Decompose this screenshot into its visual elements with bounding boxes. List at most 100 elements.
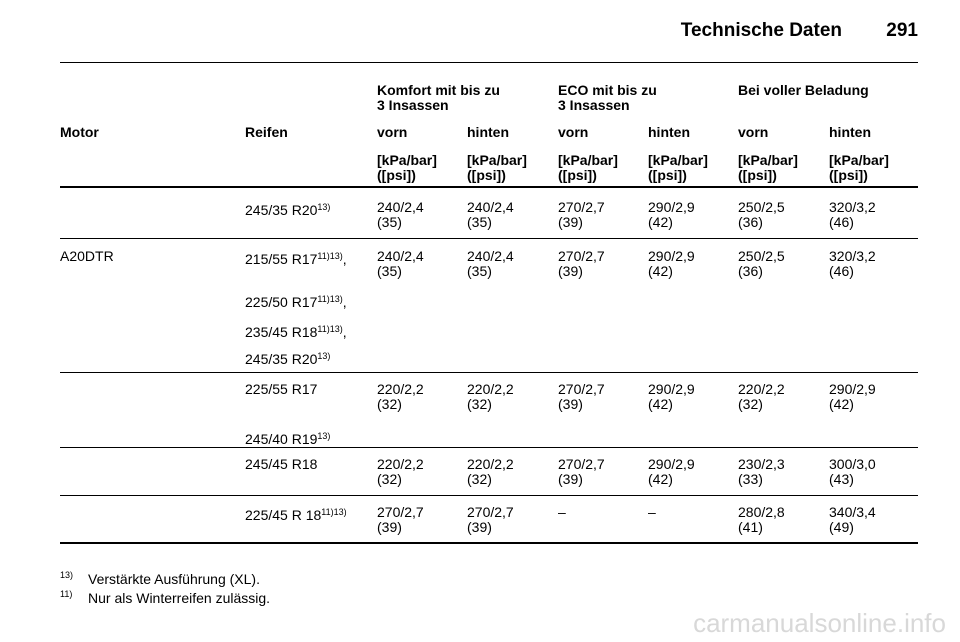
pressure: 340/3,4: [829, 504, 876, 520]
pressure: (39): [467, 519, 492, 535]
tire-size: 245/40 R19: [245, 431, 318, 447]
pressure: (39): [558, 471, 583, 487]
pressure: 320/3,2: [829, 199, 876, 215]
tire: 225/55 R17: [245, 381, 317, 397]
unit-header: [kPa/bar]: [467, 152, 527, 168]
column-header: hinten: [648, 124, 690, 140]
column-header: vorn: [738, 124, 769, 140]
pressure: (32): [738, 396, 763, 412]
tire: 225/50 R1711)13),: [245, 291, 347, 310]
footnote-mark: 11): [60, 589, 73, 599]
pressure: (32): [377, 396, 402, 412]
pressure: 240/2,4: [377, 248, 424, 264]
column-header: hinten: [829, 124, 871, 140]
pressure: (36): [738, 263, 763, 279]
pressure: (35): [377, 263, 402, 279]
unit-header: [kPa/bar]: [829, 152, 889, 168]
pressure: (39): [558, 263, 583, 279]
unit-header: [kPa/bar]: [648, 152, 708, 168]
pressure: (49): [829, 519, 854, 535]
pressure: (42): [648, 471, 673, 487]
tire-size: 235/45 R18: [245, 324, 318, 340]
watermark: carmanualsonline.info: [693, 608, 946, 638]
tire-size: 245/45 R18: [245, 456, 318, 472]
pressure: (42): [829, 396, 854, 412]
tire-size: 225/55 R17: [245, 381, 318, 397]
footnote-ref: 13): [317, 431, 331, 441]
pressure: 220/2,2: [467, 456, 514, 472]
unit-header: ([psi]): [738, 167, 777, 183]
pressure: (46): [829, 263, 854, 279]
unit-header: [kPa/bar]: [558, 152, 618, 168]
footnote-text: Verstärkte Ausführung (XL).: [88, 571, 260, 587]
pressure: (42): [648, 263, 673, 279]
pressure: 290/2,9: [829, 381, 876, 397]
separator: ,: [342, 251, 347, 267]
pressure: 290/2,9: [648, 381, 695, 397]
tire: 215/55 R1711)13),: [245, 248, 347, 267]
tire: 245/35 R2013): [245, 348, 330, 367]
footnote-ref: 11)13): [317, 294, 343, 304]
pressure: 220/2,2: [467, 381, 514, 397]
pressure: 270/2,7: [558, 199, 605, 215]
tire-size: 245/35 R20: [245, 351, 318, 367]
pressure: 270/2,7: [467, 504, 514, 520]
pressure: (42): [648, 214, 673, 230]
tire: 225/45 R 1811)13): [245, 504, 347, 523]
group-header: Komfort mit bis zu: [377, 82, 500, 98]
column-header: Reifen: [245, 124, 288, 140]
rule: [60, 238, 918, 239]
pressure: –: [648, 504, 656, 520]
tire: 245/35 R2013): [245, 199, 330, 218]
pressure: 230/2,3: [738, 456, 785, 472]
pressure: 250/2,5: [738, 199, 785, 215]
pressure: 240/2,4: [467, 248, 514, 264]
pressure: 220/2,2: [377, 456, 424, 472]
pressure: 270/2,7: [377, 504, 424, 520]
pressure: 270/2,7: [558, 381, 605, 397]
pressure: 240/2,4: [377, 199, 424, 215]
pressure: (35): [467, 214, 492, 230]
pressure: 270/2,7: [558, 456, 605, 472]
pressure: (35): [377, 214, 402, 230]
column-header: vorn: [558, 124, 589, 140]
pressure: 290/2,9: [648, 199, 695, 215]
unit-header: ([psi]): [648, 167, 687, 183]
pressure: 220/2,2: [738, 381, 785, 397]
unit-header: [kPa/bar]: [377, 152, 437, 168]
footnote-ref: 11)13): [317, 251, 343, 261]
tire-size: 225/50 R17: [245, 294, 318, 310]
rule: [60, 495, 918, 496]
group-header: ECO mit bis zu: [558, 82, 657, 98]
pressure: 280/2,8: [738, 504, 785, 520]
pressure: 320/3,2: [829, 248, 876, 264]
rule: [60, 186, 918, 188]
unit-header: ([psi]): [467, 167, 506, 183]
pressure: (42): [648, 396, 673, 412]
pressure: (35): [467, 263, 492, 279]
unit-header: ([psi]): [377, 167, 416, 183]
group-header: 3 Insassen: [558, 97, 630, 113]
rule: [60, 62, 918, 63]
pressure: 290/2,9: [648, 248, 695, 264]
pressure: 240/2,4: [467, 199, 514, 215]
pressure: (33): [738, 471, 763, 487]
footnote-text: Nur als Winterreifen zulässig.: [88, 590, 271, 606]
page-title: Technische Daten: [680, 20, 842, 41]
rule: [60, 542, 918, 544]
rule: [60, 372, 918, 373]
column-header: hinten: [467, 124, 509, 140]
unit-header: ([psi]): [558, 167, 597, 183]
pressure: 250/2,5: [738, 248, 785, 264]
footnote-ref: 13): [317, 202, 331, 212]
group-header: Bei voller Beladung: [738, 82, 869, 98]
motor: A20DTR: [60, 248, 114, 264]
footnote-mark: 13): [60, 570, 74, 580]
unit-header: [kPa/bar]: [738, 152, 798, 168]
pressure: (32): [467, 396, 492, 412]
unit-header: ([psi]): [829, 167, 868, 183]
pressure: (32): [377, 471, 402, 487]
tire: 235/45 R1811)13),: [245, 321, 347, 340]
footnote-ref: 11)13): [317, 324, 343, 334]
pressure: –: [558, 504, 566, 520]
